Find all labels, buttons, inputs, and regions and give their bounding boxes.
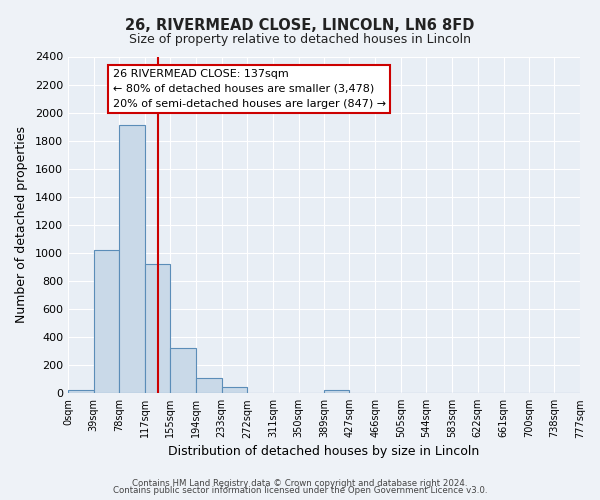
X-axis label: Distribution of detached houses by size in Lincoln: Distribution of detached houses by size … [169,444,479,458]
Text: Size of property relative to detached houses in Lincoln: Size of property relative to detached ho… [129,32,471,46]
Bar [170,348,196,393]
Bar [145,264,170,393]
Bar [68,390,94,393]
Bar [119,125,145,393]
Bar [221,387,247,393]
Text: Contains HM Land Registry data © Crown copyright and database right 2024.: Contains HM Land Registry data © Crown c… [132,478,468,488]
Bar [325,390,349,393]
Y-axis label: Number of detached properties: Number of detached properties [15,126,28,324]
Text: 26, RIVERMEAD CLOSE, LINCOLN, LN6 8FD: 26, RIVERMEAD CLOSE, LINCOLN, LN6 8FD [125,18,475,32]
Bar [196,378,221,393]
Text: Contains public sector information licensed under the Open Government Licence v3: Contains public sector information licen… [113,486,487,495]
Bar [94,250,119,393]
Text: 26 RIVERMEAD CLOSE: 137sqm
← 80% of detached houses are smaller (3,478)
20% of s: 26 RIVERMEAD CLOSE: 137sqm ← 80% of deta… [113,69,386,108]
